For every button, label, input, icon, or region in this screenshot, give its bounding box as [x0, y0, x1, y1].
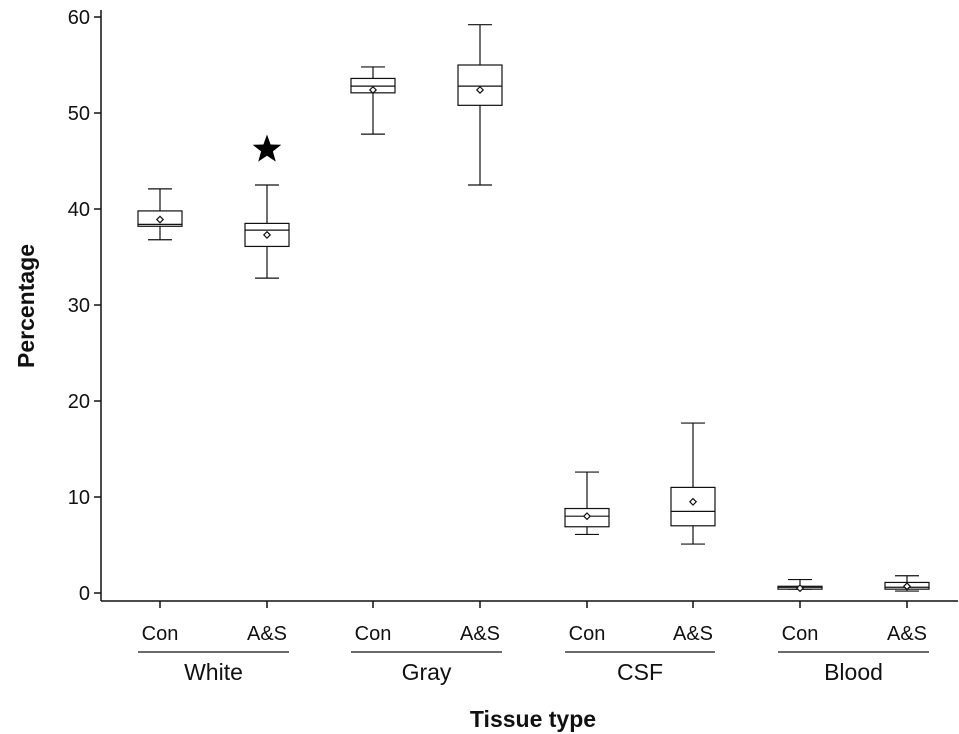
- y-axis-title: Percentage: [13, 244, 39, 368]
- y-tick-label: 30: [68, 295, 90, 317]
- mean-marker: [688, 497, 698, 506]
- box-white-as: [244, 184, 290, 279]
- iqr-box: [670, 486, 716, 527]
- mean-marker: [155, 215, 165, 224]
- y-tick-label: 20: [68, 391, 90, 413]
- y-axis-ticks: 0 10 20 30 40 50 60: [68, 7, 101, 605]
- mean-marker: [582, 512, 592, 521]
- axes: [100, 10, 958, 602]
- significance-star-icon: [252, 134, 282, 162]
- box-csf-con: [564, 471, 610, 536]
- category-label: Con: [355, 623, 392, 645]
- group-label: Blood: [824, 659, 883, 685]
- category-label: Con: [142, 623, 179, 645]
- group-label: White: [184, 659, 243, 685]
- box-white-con: [137, 188, 183, 241]
- x-axis-title: Tissue type: [470, 706, 596, 732]
- annotations: [252, 134, 282, 162]
- y-tick-label: 60: [68, 7, 90, 29]
- mean-marker: [795, 584, 805, 593]
- y-tick-label: 10: [68, 487, 90, 509]
- mean-marker: [368, 85, 378, 95]
- group-label: Gray: [402, 659, 452, 685]
- group-label: CSF: [617, 659, 663, 685]
- y-tick-label: 0: [79, 583, 90, 605]
- box-csf-as: [670, 422, 716, 545]
- y-tick-label: 50: [68, 103, 90, 125]
- box-gray-con: [350, 66, 396, 135]
- box-gray-as: [457, 24, 503, 186]
- mean-marker: [262, 230, 272, 239]
- mean-marker: [475, 85, 485, 95]
- y-tick-label: 40: [68, 199, 90, 221]
- iqr-box: [457, 64, 503, 106]
- category-label: Con: [569, 623, 606, 645]
- mean-marker: [902, 582, 912, 591]
- category-label: Con: [782, 623, 819, 645]
- category-label: A&S: [673, 623, 713, 645]
- box-blood-con: [777, 578, 823, 593]
- category-label: A&S: [887, 623, 927, 645]
- category-label: A&S: [460, 623, 500, 645]
- box-series: [137, 24, 930, 593]
- category-label: A&S: [247, 623, 287, 645]
- box-blood-as: [884, 575, 930, 592]
